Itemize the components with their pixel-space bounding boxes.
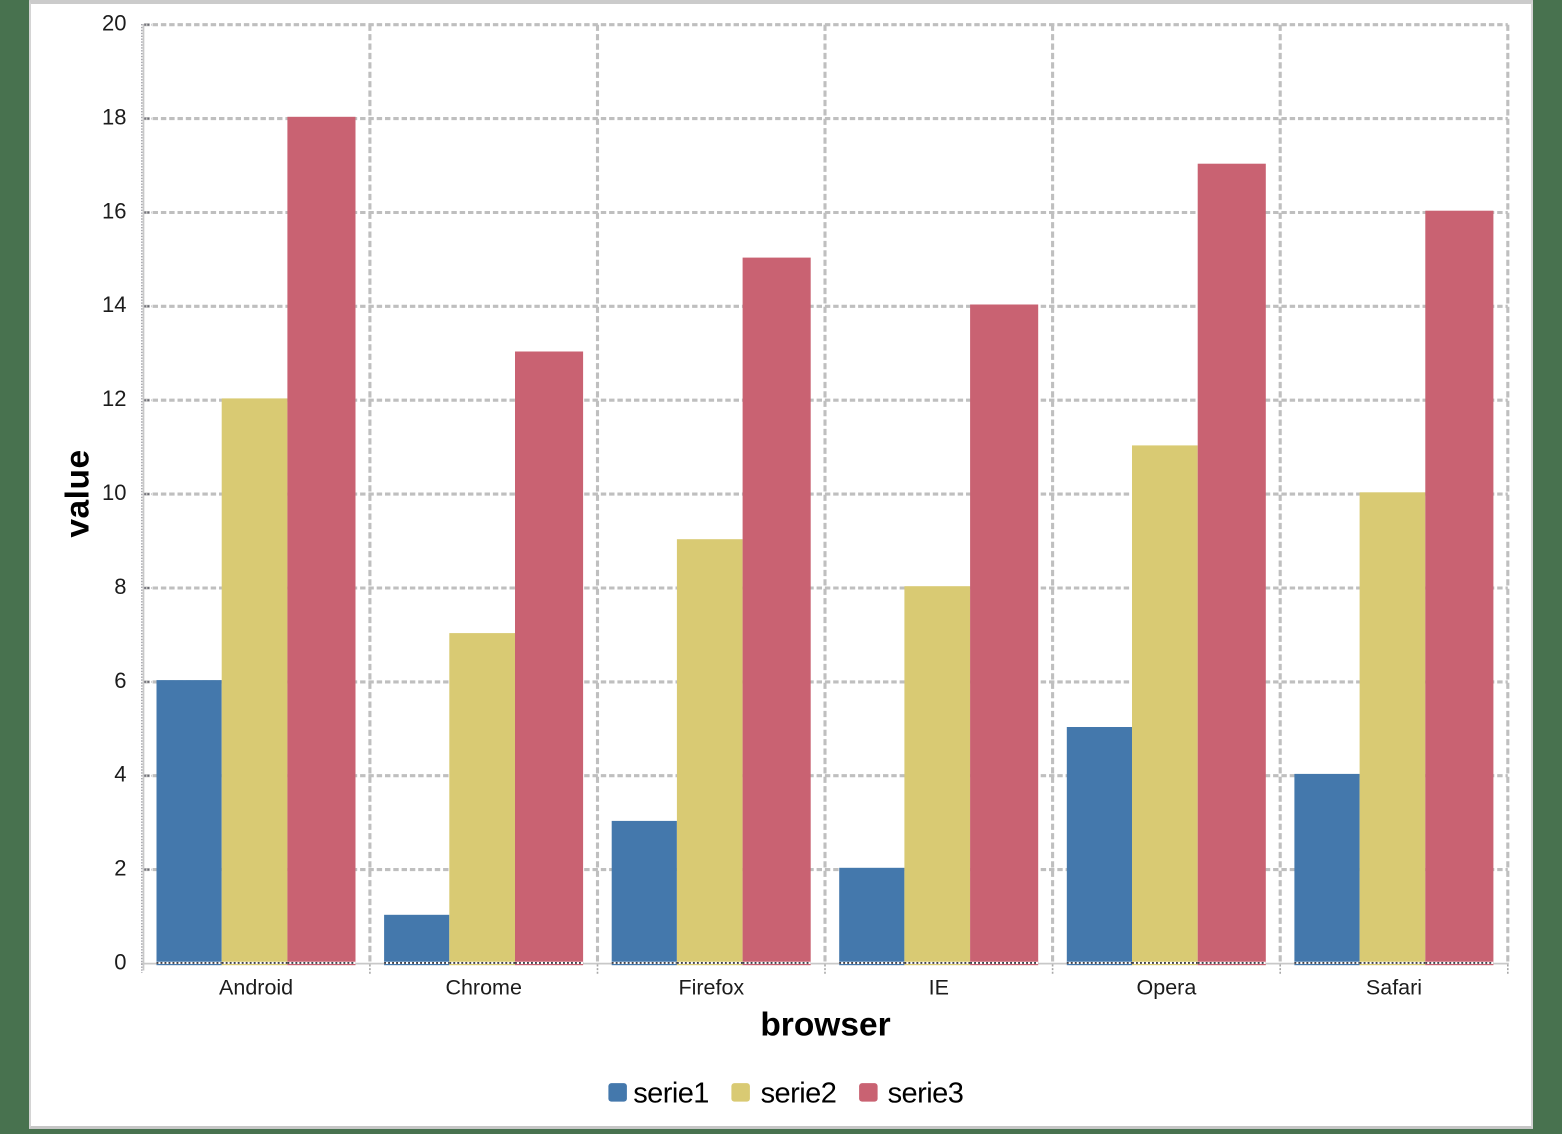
- svg-text:10: 10: [102, 480, 126, 505]
- svg-text:20: 20: [102, 11, 126, 36]
- svg-text:Firefox: Firefox: [678, 975, 744, 999]
- svg-text:6: 6: [114, 668, 126, 693]
- svg-text:serie2: serie2: [761, 1077, 837, 1109]
- svg-text:Android: Android: [219, 975, 293, 999]
- svg-text:value: value: [60, 449, 97, 537]
- svg-text:serie3: serie3: [888, 1077, 964, 1109]
- svg-text:8: 8: [114, 574, 126, 599]
- svg-text:2: 2: [114, 856, 126, 881]
- svg-text:0: 0: [114, 949, 126, 974]
- svg-text:Safari: Safari: [1366, 975, 1422, 999]
- svg-text:Chrome: Chrome: [445, 975, 521, 999]
- svg-text:14: 14: [102, 292, 126, 317]
- svg-text:IE: IE: [929, 975, 949, 999]
- svg-text:18: 18: [102, 105, 126, 130]
- svg-text:Opera: Opera: [1137, 975, 1197, 999]
- svg-text:4: 4: [114, 762, 126, 787]
- svg-text:browser: browser: [760, 1007, 890, 1044]
- svg-text:16: 16: [102, 198, 126, 223]
- svg-text:serie1: serie1: [633, 1077, 709, 1109]
- svg-text:12: 12: [102, 386, 126, 411]
